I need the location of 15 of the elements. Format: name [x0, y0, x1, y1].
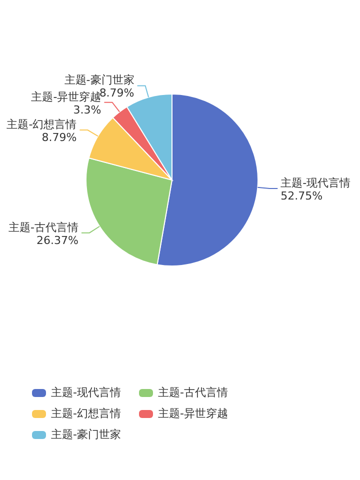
legend-label: 主题-异世穿越 — [158, 406, 228, 421]
data-label: 52.75% — [280, 189, 323, 202]
slice-label: 主题-现代言情 — [280, 176, 351, 190]
legend-label: 主题-幻想言情 — [51, 406, 121, 421]
data-label: 3.3% — [73, 103, 102, 116]
legend-label: 主题-古代言情 — [158, 385, 228, 400]
slice-label: 主题-异世穿越 — [31, 90, 102, 104]
legend-label: 主题-豪门世家 — [51, 427, 121, 442]
legend-label: 主题-现代言情 — [51, 385, 121, 400]
data-label: 8.79% — [99, 86, 134, 100]
data-label: 26.37% — [36, 234, 78, 247]
data-label: 8.79% — [42, 131, 77, 144]
slice-label: 主题-豪门世家 — [64, 74, 134, 87]
slice-label: 主题-古代言情 — [8, 220, 78, 234]
slice-label: 主题-幻想言情 — [6, 118, 77, 132]
